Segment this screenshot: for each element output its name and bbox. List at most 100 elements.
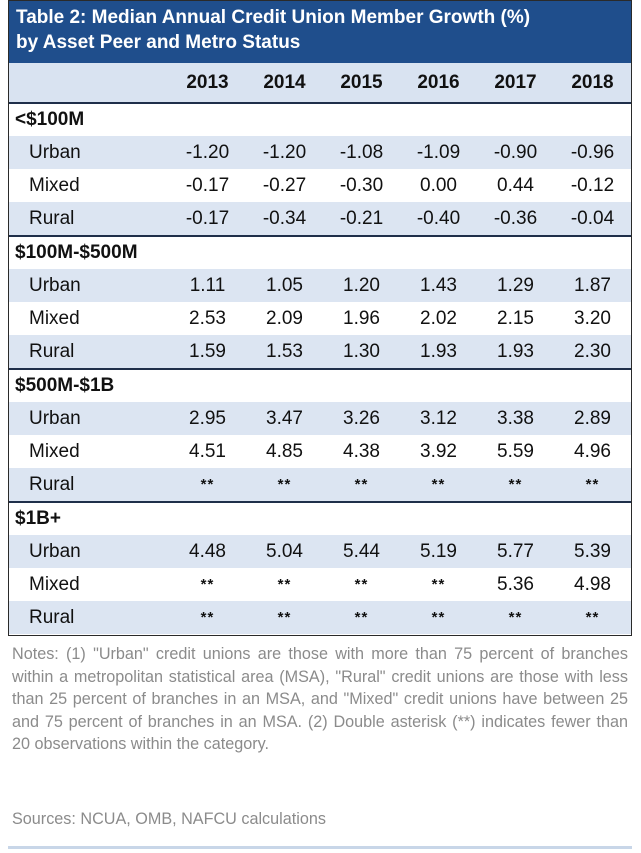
table-cell: 0.00 <box>420 174 457 196</box>
header-row: 2013 2014 2015 2016 2017 2018 <box>9 63 631 102</box>
group-separator <box>9 102 631 104</box>
table-cell: ** <box>169 468 246 501</box>
table-notes: Notes: (1) "Urban" credit unions are tho… <box>12 645 628 754</box>
table-cell: ** <box>400 601 477 634</box>
table-title: Table 2: Median Annual Credit Union Memb… <box>9 1 631 63</box>
table-row: Urban 4.48 5.04 5.44 5.19 5.77 5.39 <box>9 535 631 568</box>
separator-line <box>9 368 631 370</box>
table-cell: -0.27 <box>262 174 307 196</box>
row-label: Mixed <box>29 174 80 196</box>
table-cell: 1.05 <box>246 269 323 302</box>
group-label: $100M-$500M <box>15 242 138 263</box>
table-cell: ** <box>246 601 323 634</box>
table-cell: 2.95 <box>169 402 246 435</box>
table-cell: -1.09 <box>400 136 477 169</box>
table-cell: 3.92 <box>420 440 457 462</box>
table-cell: 5.36 <box>497 573 534 595</box>
table-title-line-1: Table 2: Median Annual Credit Union Memb… <box>16 7 531 28</box>
table-title-line-2: by Asset Peer and Metro Status <box>16 32 301 53</box>
table-row: Urban 1.11 1.05 1.20 1.43 1.29 1.87 <box>9 269 631 302</box>
table-cell: ** <box>246 468 323 501</box>
table-cell: 3.47 <box>246 402 323 435</box>
row-label: Urban <box>9 136 169 169</box>
table-cell: 1.11 <box>169 269 246 302</box>
table-cell: ** <box>554 601 631 634</box>
header-year: 2013 <box>169 63 246 102</box>
table-body: <$100M Urban -1.20 -1.20 -1.08 -1.09 -0.90 -0.9… <box>9 102 631 634</box>
table-cell: 5.39 <box>554 535 631 568</box>
table-cell: 0.44 <box>497 174 534 196</box>
row-label: Rural <box>9 468 169 501</box>
table-cell: 1.93 <box>400 335 477 368</box>
table-cell: 4.48 <box>169 535 246 568</box>
row-label: Urban <box>9 269 169 302</box>
table-cell: ** <box>169 601 246 634</box>
row-label: Rural <box>9 601 169 634</box>
table-cell: 3.26 <box>323 402 400 435</box>
header-blank <box>9 63 169 102</box>
table-cell: -0.96 <box>554 136 631 169</box>
group-header-row: $100M-$500M <box>9 237 631 269</box>
table-cell: 1.29 <box>477 269 554 302</box>
header-year: 2015 <box>323 63 400 102</box>
table-cell: 3.38 <box>477 402 554 435</box>
table-cell: 4.96 <box>574 440 611 462</box>
table-cell: -0.34 <box>246 202 323 235</box>
table-cell: -0.21 <box>323 202 400 235</box>
row-label: Urban <box>9 535 169 568</box>
row-label: Mixed <box>29 440 80 462</box>
table-cell: 4.85 <box>266 440 303 462</box>
table-cell: -1.08 <box>323 136 400 169</box>
table-cell: 4.38 <box>343 440 380 462</box>
table-cell: 1.59 <box>169 335 246 368</box>
separator-line <box>9 501 631 503</box>
table-cell: -1.20 <box>246 136 323 169</box>
table-row: Mixed ** ** ** ** 5.36 4.98 <box>9 568 631 601</box>
table-cell: ** <box>323 601 400 634</box>
group-header-row: $500M-$1B <box>9 370 631 402</box>
group-label: $1B+ <box>15 508 61 529</box>
table-cell: 5.59 <box>497 440 534 462</box>
table-frame: Table 2: Median Annual Credit Union Memb… <box>8 0 632 636</box>
table-cell: 3.12 <box>400 402 477 435</box>
header-year: 2016 <box>400 63 477 102</box>
table-cell: 4.51 <box>189 440 226 462</box>
group-separator <box>9 501 631 503</box>
header-year: 2014 <box>246 63 323 102</box>
table-row: Mixed 2.53 2.09 1.96 2.02 2.15 3.20 <box>9 302 631 335</box>
group-label: $500M-$1B <box>15 375 115 396</box>
table-cell: -0.17 <box>185 174 230 196</box>
separator-line <box>9 102 631 104</box>
table-row: Rural ** ** ** ** ** ** <box>9 468 631 501</box>
table-row: Urban -1.20 -1.20 -1.08 -1.09 -0.90 -0.96 <box>9 136 631 169</box>
group-separator <box>9 235 631 237</box>
table-cell: 2.30 <box>554 335 631 368</box>
table-row: Rural -0.17 -0.34 -0.21 -0.40 -0.36 -0.04 <box>9 202 631 235</box>
table-row: Rural 1.59 1.53 1.30 1.93 1.93 2.30 <box>9 335 631 368</box>
table-cell: ** <box>477 468 554 501</box>
table-cell: -0.04 <box>554 202 631 235</box>
table-cell: ** <box>354 576 369 593</box>
table-cell: ** <box>200 576 215 593</box>
row-label: Rural <box>9 335 169 368</box>
table-sources: Sources: NCUA, OMB, NAFCU calculations <box>12 810 326 828</box>
group-header-row: <$100M <box>9 104 631 136</box>
group-label: <$100M <box>15 109 85 130</box>
table-cell: ** <box>431 576 446 593</box>
table-row: Mixed 4.51 4.85 4.38 3.92 5.59 4.96 <box>9 435 631 468</box>
table-cell: 4.98 <box>574 573 611 595</box>
bottom-divider <box>8 846 632 849</box>
table-cell: ** <box>323 468 400 501</box>
header-year: 2018 <box>554 63 631 102</box>
row-label: Urban <box>9 402 169 435</box>
table-row: Rural ** ** ** ** ** ** <box>9 601 631 634</box>
group-header-row: $1B+ <box>9 503 631 535</box>
table-cell: ** <box>277 576 292 593</box>
table-row: Mixed -0.17 -0.27 -0.30 0.00 0.44 -0.12 <box>9 169 631 202</box>
table-cell: -0.17 <box>169 202 246 235</box>
table-cell: -0.90 <box>477 136 554 169</box>
table-cell: -0.30 <box>339 174 384 196</box>
group-separator <box>9 368 631 370</box>
table-cell: 1.93 <box>477 335 554 368</box>
row-label: Mixed <box>29 307 80 329</box>
